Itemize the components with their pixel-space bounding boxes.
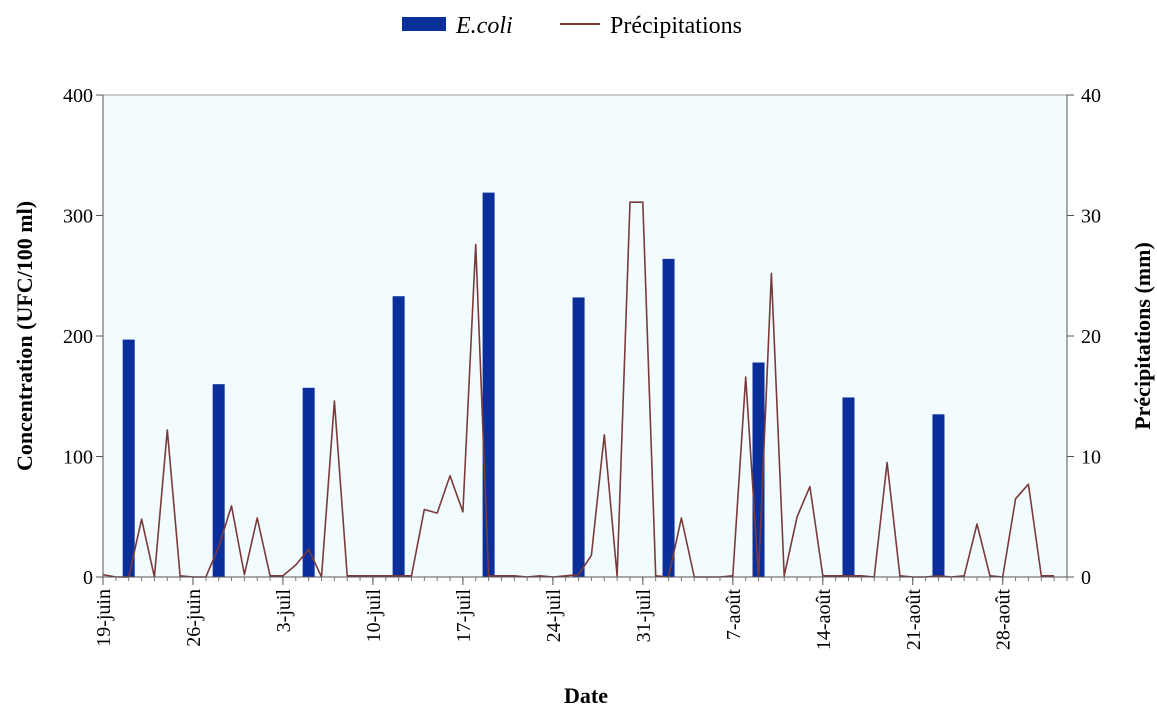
x-tick-label-8: 14-août	[813, 589, 835, 651]
y-right-tick-label-0: 0	[1081, 567, 1091, 589]
precipitation-line	[102, 201, 1055, 578]
legend-ecoli-swatch	[402, 17, 446, 31]
y-left-tick-label-0: 0	[83, 567, 93, 589]
y-left-tick-label-2: 200	[63, 326, 93, 348]
y-axis-left-title: Concentration (UFC/100 ml)	[12, 201, 37, 471]
x-tick-label-10: 28-août	[993, 589, 1015, 651]
x-tick-label-4: 17-juil	[453, 589, 475, 643]
x-tick-label-5: 24-juil	[543, 589, 565, 643]
x-tick-label-9: 21-août	[903, 589, 925, 651]
ecoli-bar-1	[212, 384, 225, 577]
ecoli-bar-6	[662, 258, 675, 577]
y-axis-right-title: Précipitations (mm)	[1130, 242, 1155, 430]
legend-precip-label: Précipitations	[610, 13, 742, 39]
y-left-tick-label-4: 400	[63, 85, 93, 107]
ecoli-bar-4	[482, 192, 495, 578]
x-tick-label-0: 19-juin	[93, 589, 115, 647]
y-left-tick-label-1: 100	[63, 447, 93, 469]
ecoli-bar-3	[392, 296, 405, 577]
y-right-tick-label-3: 30	[1081, 206, 1101, 228]
ecoli-bar-0	[122, 339, 135, 577]
x-tick-label-1: 26-juin	[183, 589, 205, 647]
legend-ecoli-label: E.coli	[455, 13, 513, 39]
x-tick-label-6: 31-juil	[633, 589, 655, 643]
ecoli-bar-8	[842, 397, 855, 577]
plot-area	[102, 94, 1068, 578]
axes: 0 100 200 300 400 0 10 20 30 40 19-juin 26-juin 3-ju…	[63, 85, 1101, 650]
x-tick-label-7: 7-août	[723, 589, 745, 641]
legend: E.coli Précipitations	[402, 13, 742, 39]
x-tick-label-3: 10-juil	[363, 589, 385, 643]
y-right-tick-label-4: 40	[1081, 85, 1101, 107]
ecoli-bar-9	[932, 414, 945, 577]
x-axis-title: Date	[564, 683, 608, 708]
ecoli-bar-5	[572, 297, 585, 577]
ecoli-bar-2	[302, 387, 315, 577]
precipitation-series-line	[102, 201, 1055, 578]
y-left-tick-label-3: 300	[63, 206, 93, 228]
x-tick-label-2: 3-juil	[273, 589, 295, 633]
y-right-tick-label-1: 10	[1081, 447, 1101, 469]
y-right-tick-label-2: 20	[1081, 326, 1101, 348]
